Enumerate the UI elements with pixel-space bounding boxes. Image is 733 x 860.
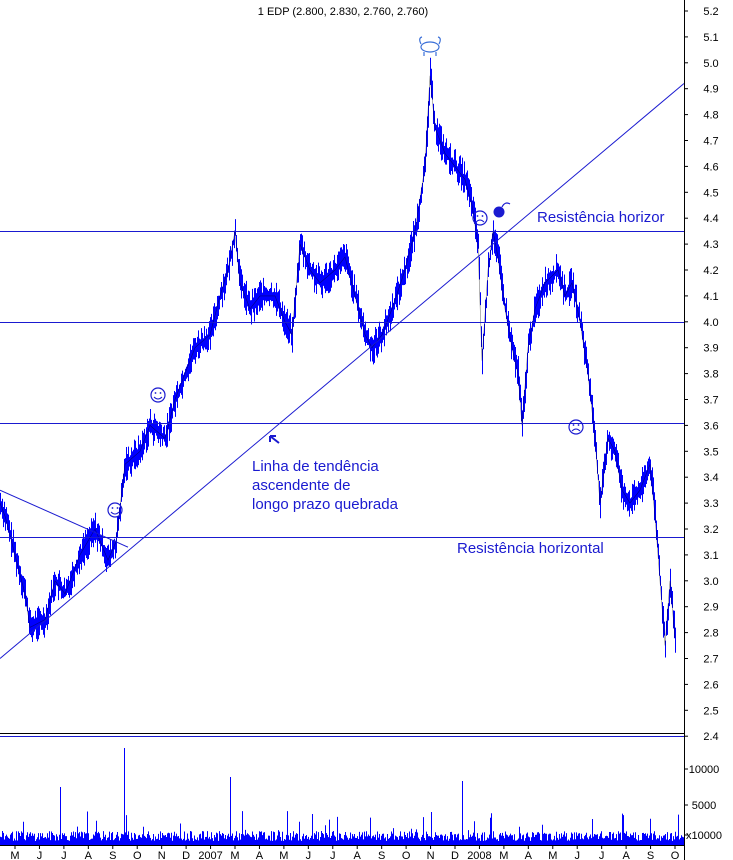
annotation-trend-line1: Linha de tendência [252,458,379,475]
x-tick-label: D [451,850,459,860]
x-tick-label: J [37,850,43,860]
x-tick-label: O [671,850,680,860]
sad-face-icon [472,210,488,226]
y-tick-label: 2.7 [703,654,718,666]
y-tick-label: 4.7 [703,136,718,148]
y-tick-label: 4.6 [703,161,718,173]
y-tick-label: 2.9 [703,602,718,614]
x-tick-label: 2007 [198,850,222,860]
x-tick-label: N [158,850,166,860]
x-tick-label: A [622,850,630,860]
x-tick-label: J [574,850,580,860]
y-tick-label: 4.4 [703,213,718,225]
annotation-trend-line2: ascendente de [252,477,350,494]
y-tick-label: 3.1 [703,550,718,562]
y-tick-label: 3.8 [703,369,718,381]
price-close-line [0,75,676,646]
x-tick-label: O [402,850,411,860]
x-tick-label: J [306,850,312,860]
volume-tick-labels: 10000 5000 x10000 [684,764,722,842]
triangle-top-line [0,489,129,548]
x-tick-label: A [525,850,533,860]
x-tick-label: M [230,850,239,860]
volume-bars [0,748,684,845]
x-tick-label: 2008 [467,850,491,860]
x-tick-label: S [109,850,116,860]
y-tick-label: 3.3 [703,498,718,510]
x-tick-label: A [256,850,264,860]
y-tick-label: 3.4 [703,472,718,484]
x-tick-label: J [330,850,336,860]
x-tick-label: J [61,850,67,860]
y-tick-label: 3.6 [703,420,718,432]
trendline [0,83,685,659]
annotation-trend: Linha de tendência ascendente de longo p… [252,435,399,513]
axes [0,0,685,860]
x-tick-labels: M J J A S O N D 2007 M A M J J A S O N D 2008 M A M J J A S O [10,845,680,860]
y-tick-label: 3.9 [703,343,718,355]
y-tick-label: 2.4 [703,731,718,743]
x-tick-label: J [599,850,605,860]
y-tick-label: 2.5 [703,705,718,717]
chart-title: 1 EDP (2.800, 2.830, 2.760, 2.760) [258,6,428,18]
x-tick-label: S [647,850,654,860]
smiley-icon [150,387,166,403]
y-tick-label: 5.2 [703,6,718,18]
volume-tick-label: 5000 [692,800,716,812]
y-tick-label: 5.0 [703,58,718,70]
x-tick-label: M [10,850,19,860]
y-tick-label: 3.0 [703,576,718,588]
x-tick-label: M [499,850,508,860]
y-tick-label: 2.8 [703,628,718,640]
y-tick-label: 4.3 [703,239,718,251]
y-tick-labels: 5.2 5.1 5.0 4.9 4.8 4.7 4.6 4.5 4.4 4.3 4.2 4.1 4.0 3… [684,6,719,743]
annotation-resistance-bottom: Resistência horizontal [457,540,604,557]
volume-tick-label: 10000 [689,764,720,776]
x-tick-label: A [354,850,362,860]
y-tick-label: 4.2 [703,265,718,277]
x-tick-label: N [427,850,435,860]
annotation-trend-line3: longo prazo quebrada [252,496,399,513]
y-tick-label: 4.8 [703,110,718,122]
y-tick-label: 2.6 [703,679,718,691]
y-tick-label: 5.1 [703,32,718,44]
volume-tick-label: x10000 [686,830,722,842]
y-tick-label: 4.9 [703,84,718,96]
price-series [0,57,676,658]
y-tick-label: 3.5 [703,446,718,458]
x-tick-label: M [548,850,557,860]
arrow-icon [269,435,280,444]
y-tick-label: 4.5 [703,187,718,199]
annotation-resistance-top: Resistência horizor [537,209,665,226]
sad-face-icon [568,419,584,435]
x-tick-label: M [279,850,288,860]
x-tick-label: D [182,850,190,860]
y-tick-label: 4.0 [703,317,718,329]
y-tick-label: 3.2 [703,524,718,536]
smiley-icon [107,502,123,518]
reference-lines [0,83,685,737]
x-tick-label: O [133,850,142,860]
x-tick-label: S [378,850,385,860]
x-tick-label: A [85,850,93,860]
bull-icon [419,36,441,56]
y-tick-label: 4.1 [703,291,718,303]
y-tick-label: 3.7 [703,395,718,407]
bomb-icon [493,202,511,218]
